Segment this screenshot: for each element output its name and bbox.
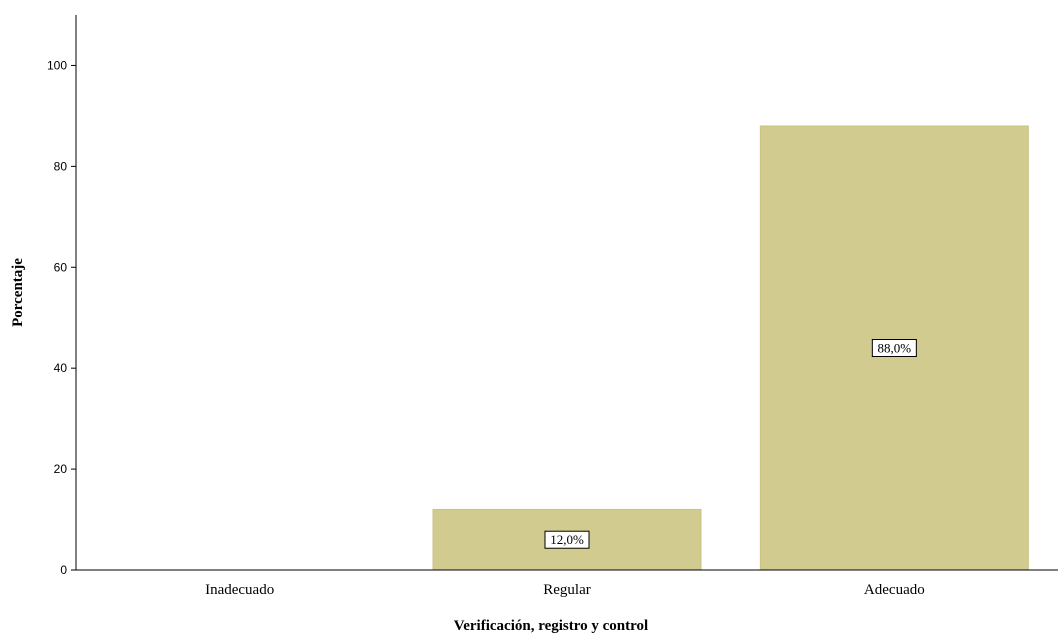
y-ticks-group: 0 20 40 60 80 100 [47, 58, 76, 577]
bars-group [432, 125, 1029, 571]
data-label: 88,0% [878, 341, 912, 356]
data-label-box [544, 530, 590, 549]
y-tick-label: 0 [60, 563, 67, 577]
y-tick-label: 60 [54, 260, 68, 274]
y-tick-label: 80 [54, 159, 68, 173]
x-categories-group: Inadecuado Regular Adecuado [205, 582, 925, 598]
x-category-label: Inadecuado [205, 582, 274, 598]
x-axis-title: Verificación, registro y control [454, 618, 648, 634]
y-axis-title: Porcentaje [10, 258, 26, 327]
y-tick-label: 40 [54, 361, 68, 375]
data-labels-group: 12,0% 88,0% [544, 339, 917, 549]
data-label-box [871, 339, 917, 357]
y-tick-label: 20 [54, 462, 68, 476]
x-category-label: Adecuado [864, 582, 925, 598]
x-category-label: Regular [543, 582, 590, 598]
data-label: 12,0% [550, 532, 584, 547]
y-tick-label: 100 [47, 58, 67, 72]
